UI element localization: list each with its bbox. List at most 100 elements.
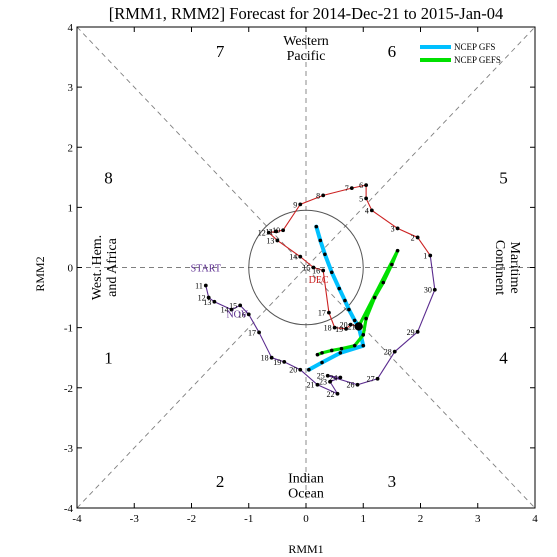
phase-label: 6 — [388, 42, 397, 61]
forecast-point — [307, 367, 311, 372]
phase-label: 3 — [388, 472, 397, 491]
data-point-nov — [212, 299, 217, 304]
data-point-nov — [392, 349, 397, 354]
forecast-point — [329, 270, 334, 275]
day-label-dec: 21 — [348, 322, 356, 331]
forecast-point — [314, 224, 319, 229]
data-point-nov — [229, 307, 234, 312]
day-label-nov: 16 — [238, 310, 246, 319]
diagonal-guide — [76, 26, 536, 509]
phase-label: 5 — [499, 168, 508, 187]
region-label-bottom: Indian — [288, 472, 324, 487]
day-label-dec: 8 — [316, 191, 320, 200]
day-label-dec: 9 — [293, 200, 297, 209]
data-point-nov — [415, 329, 420, 334]
data-point-dec — [327, 310, 331, 315]
day-label-dec: 18 — [324, 324, 332, 333]
legend-label: NCEP GEFS — [454, 55, 501, 65]
forecast-point — [381, 280, 386, 285]
annotation-label: NOV — [226, 309, 248, 320]
day-label-nov: 30 — [424, 286, 432, 295]
forecast-point — [320, 360, 324, 365]
forecast-point — [347, 307, 351, 312]
day-label-dec: 7 — [345, 184, 349, 193]
data-point-nov — [315, 382, 320, 387]
x-tick-label: -4 — [72, 513, 82, 525]
data-point-nov — [269, 355, 274, 360]
day-label-nov: 21 — [306, 381, 314, 390]
day-label-dec: 2 — [411, 233, 415, 242]
x-tick-label: 4 — [532, 513, 538, 525]
y-tick-label: 3 — [68, 82, 74, 94]
forecast-point — [315, 352, 320, 357]
day-label-nov: 12 — [198, 294, 206, 303]
forecast-point — [352, 318, 357, 323]
data-point-nov — [355, 382, 360, 387]
day-label-nov: 28 — [384, 348, 392, 357]
phase-label: 8 — [104, 168, 113, 187]
x-tick-label: 2 — [418, 513, 424, 525]
data-point-nov — [257, 330, 261, 335]
region-label-top: Western — [283, 34, 329, 49]
data-point-dec — [415, 235, 420, 240]
day-label-dec: 4 — [365, 206, 369, 215]
y-tick-label: -2 — [64, 383, 73, 395]
day-label-nov: 14 — [221, 306, 229, 315]
region-label-left: West. Hem. and Africa — [90, 235, 120, 300]
data-point-dec — [332, 325, 337, 330]
y-tick-label: -3 — [64, 443, 74, 455]
day-label-nov: 27 — [367, 375, 375, 384]
y-tick-label: 1 — [68, 202, 74, 214]
forecast-point — [361, 333, 366, 337]
x-tick-label: 3 — [475, 513, 481, 525]
phase-label: 2 — [216, 472, 225, 491]
phase-label: 4 — [499, 349, 508, 368]
data-point-nov — [335, 391, 340, 396]
data-point-nov — [375, 376, 380, 381]
forecast-point — [343, 298, 347, 303]
day-label-dec: 17 — [318, 309, 326, 318]
forecast-point — [337, 286, 342, 291]
day-label-dec: 12 — [258, 229, 266, 238]
x-tick-label: -1 — [244, 513, 253, 525]
region-label-left-line: and Africa — [105, 237, 120, 296]
data-point-nov — [328, 379, 332, 384]
y-tick-label: 4 — [68, 22, 74, 34]
data-point-nov — [298, 367, 303, 372]
day-label-nov: 19 — [273, 358, 281, 367]
region-label-bottom: Ocean — [288, 487, 324, 502]
day-label-dec: 20 — [340, 321, 348, 330]
data-point-dec — [275, 238, 280, 243]
data-point-dec — [298, 254, 303, 259]
data-point-nov — [206, 295, 211, 300]
data-point-dec — [298, 202, 303, 207]
phase-label: 7 — [216, 42, 225, 61]
x-axis-label: RMM1 — [288, 542, 323, 556]
region-label-top: Pacific — [287, 49, 326, 64]
region-label-left-line: West. Hem. — [90, 235, 105, 300]
forecast-point — [364, 316, 368, 321]
x-tick-label: 1 — [361, 513, 367, 525]
day-label-dec: 15 — [302, 264, 310, 273]
day-label-nov: 20 — [289, 366, 297, 375]
day-label-nov: 18 — [261, 354, 269, 363]
forecast-point — [323, 252, 327, 257]
data-point-dec — [344, 326, 348, 331]
x-tick-label: 0 — [303, 513, 309, 525]
data-point-dec — [321, 268, 326, 273]
data-point-dec — [364, 196, 369, 201]
forecast-point — [338, 351, 343, 355]
data-point-nov — [203, 283, 208, 288]
forecast-point — [395, 248, 400, 253]
data-point-nov — [238, 303, 243, 308]
day-label-dec: 6 — [359, 181, 363, 190]
data-point-dec — [266, 230, 271, 235]
chart-legend: NCEP GFS NCEP GEFS — [420, 42, 501, 65]
forecast-point — [352, 343, 357, 348]
forecast-point — [372, 295, 377, 300]
data-point-nov — [338, 375, 343, 380]
phase-label: 1 — [104, 349, 113, 368]
data-point-dec — [395, 226, 400, 231]
forecast-point — [329, 348, 334, 353]
